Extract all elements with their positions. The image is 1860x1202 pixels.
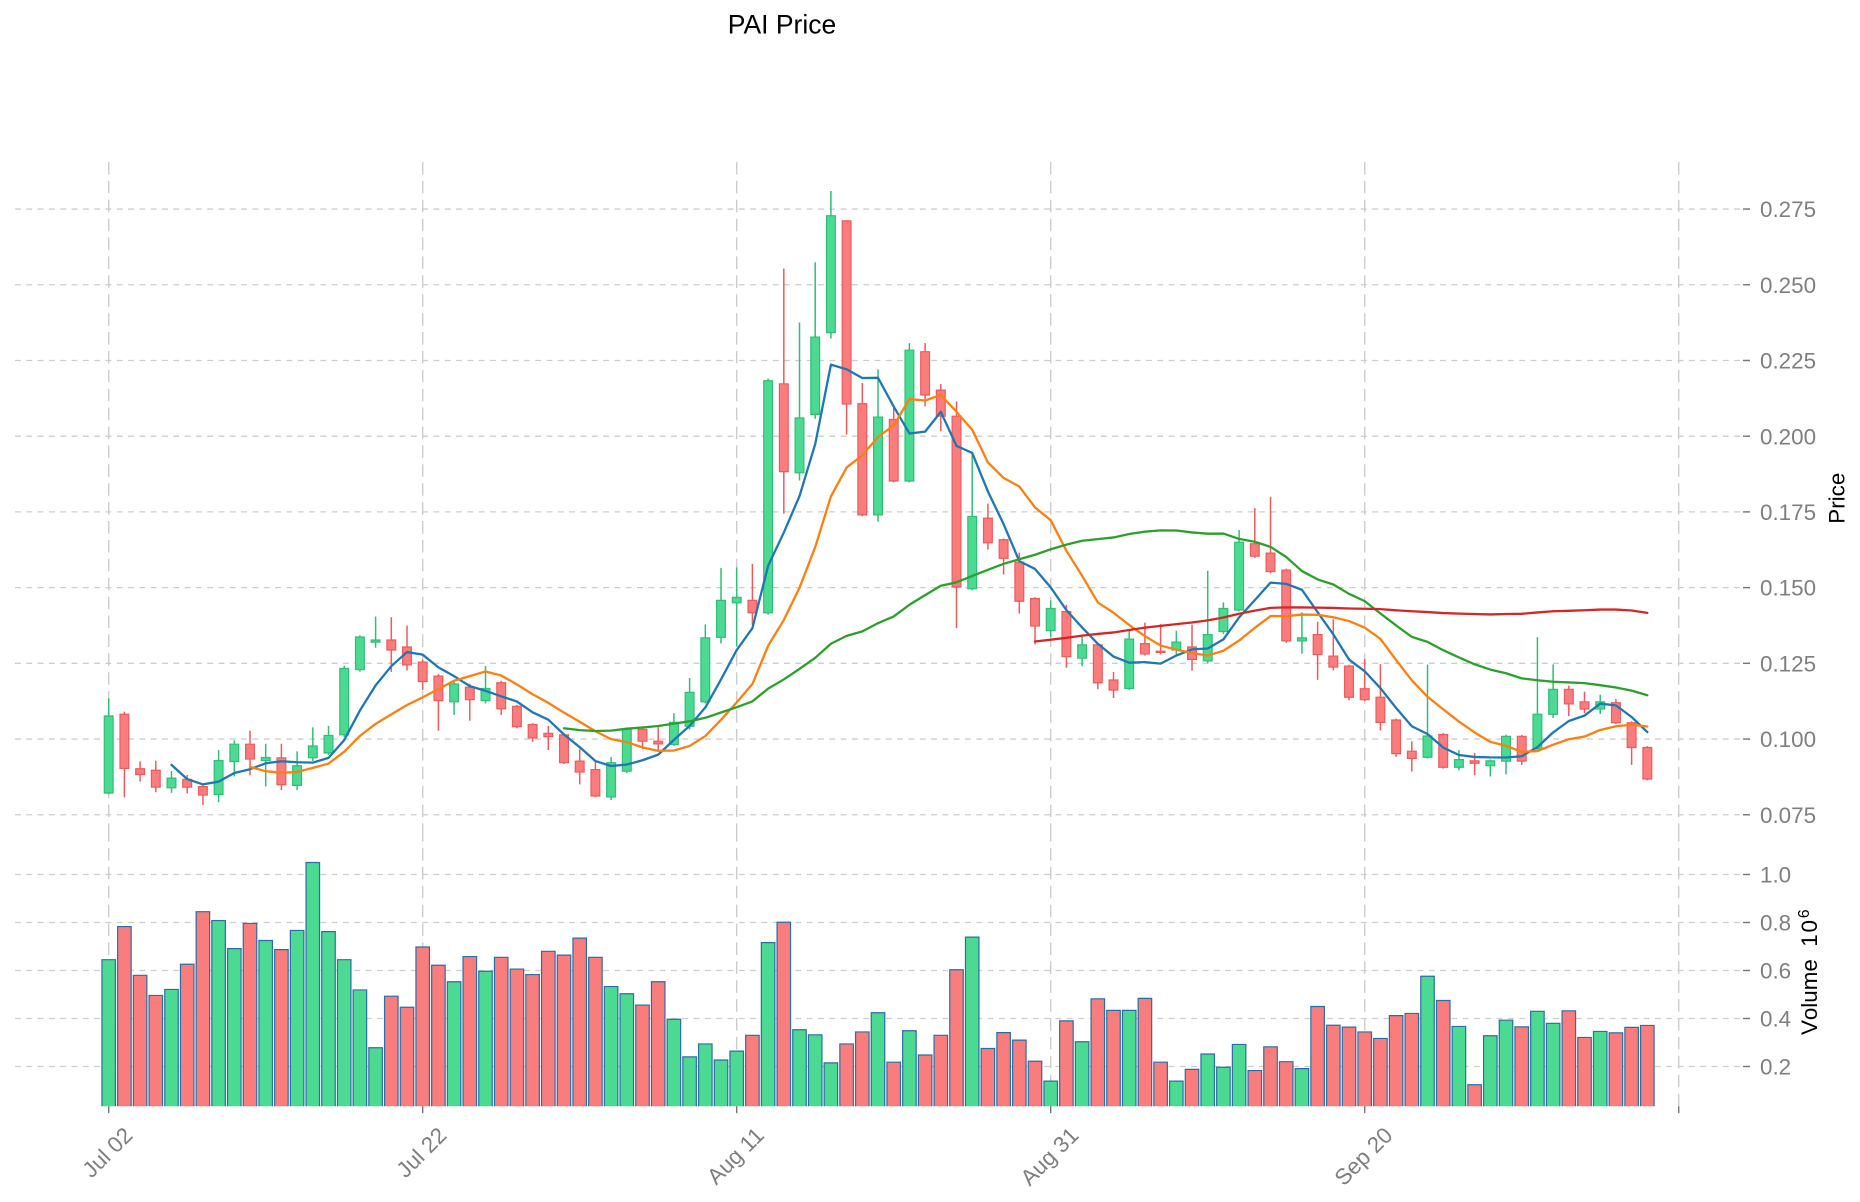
svg-text:0.200: 0.200: [1760, 424, 1816, 449]
svg-text:0.100: 0.100: [1760, 727, 1816, 752]
svg-text:0.6: 0.6: [1760, 959, 1791, 984]
svg-text:0.175: 0.175: [1760, 500, 1816, 525]
svg-text:0.125: 0.125: [1760, 651, 1816, 676]
svg-text:0.275: 0.275: [1760, 197, 1816, 222]
svg-text:0.225: 0.225: [1760, 349, 1816, 374]
svg-text:0.075: 0.075: [1760, 803, 1816, 828]
svg-text:V o l u: V o l u m e 1 0 6: [1796, 909, 1822, 1035]
svg-text:PAI Price: PAI Price: [728, 10, 836, 40]
svg-text:0.250: 0.250: [1760, 273, 1816, 298]
svg-text:0.2: 0.2: [1760, 1055, 1791, 1080]
svg-text:Price: Price: [1824, 473, 1849, 524]
svg-text:0.8: 0.8: [1760, 911, 1791, 936]
svg-text:0.150: 0.150: [1760, 576, 1816, 601]
svg-text:1.0: 1.0: [1760, 863, 1791, 888]
svg-text:0.4: 0.4: [1760, 1007, 1791, 1032]
